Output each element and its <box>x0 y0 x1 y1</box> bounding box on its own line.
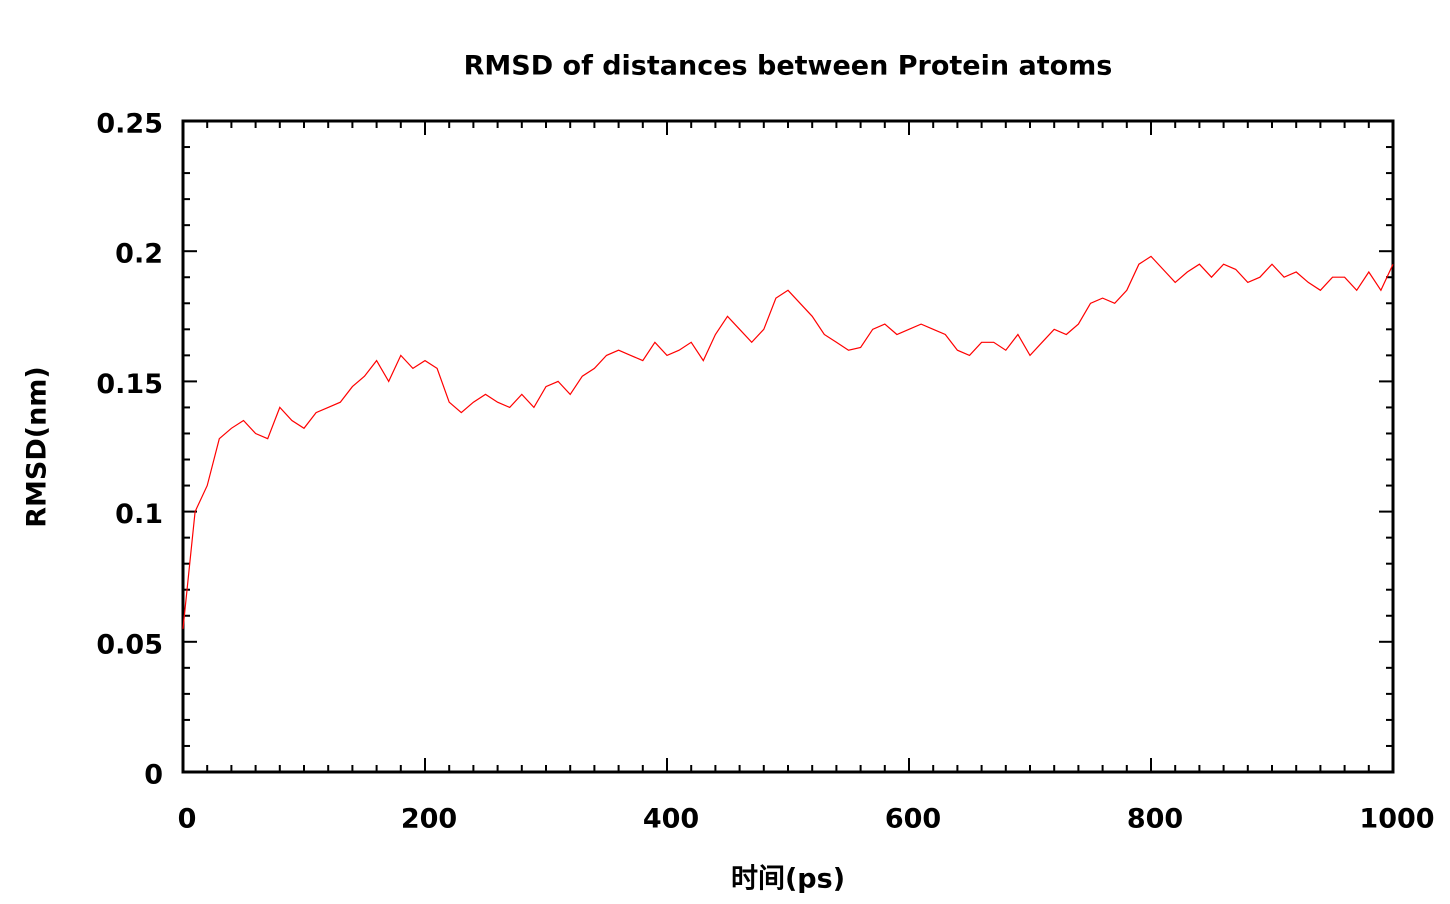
y-axis-label: RMSD(nm) <box>22 366 53 528</box>
y-tick-label: 0.2 <box>115 239 163 270</box>
x-axis-label: 时间(ps) <box>731 864 845 895</box>
y-tick-label: 0 <box>144 760 163 791</box>
y-tick-label: 0.1 <box>115 499 163 530</box>
y-tick-label: 0.15 <box>96 369 163 400</box>
data-line <box>182 255 1394 629</box>
x-tick-label: 1000 <box>1359 804 1434 835</box>
plot-frame <box>181 119 1395 774</box>
y-tick-label: 0.05 <box>96 629 163 660</box>
x-tick-label: 600 <box>885 804 941 835</box>
x-tick-label: 0 <box>178 804 197 835</box>
chart-title: RMSD of distances between Protein atoms <box>464 51 1113 82</box>
x-tick-label: 400 <box>643 804 699 835</box>
y-tick-label: 0.25 <box>96 109 163 140</box>
x-tick-label: 200 <box>401 804 457 835</box>
x-tick-label: 800 <box>1127 804 1183 835</box>
